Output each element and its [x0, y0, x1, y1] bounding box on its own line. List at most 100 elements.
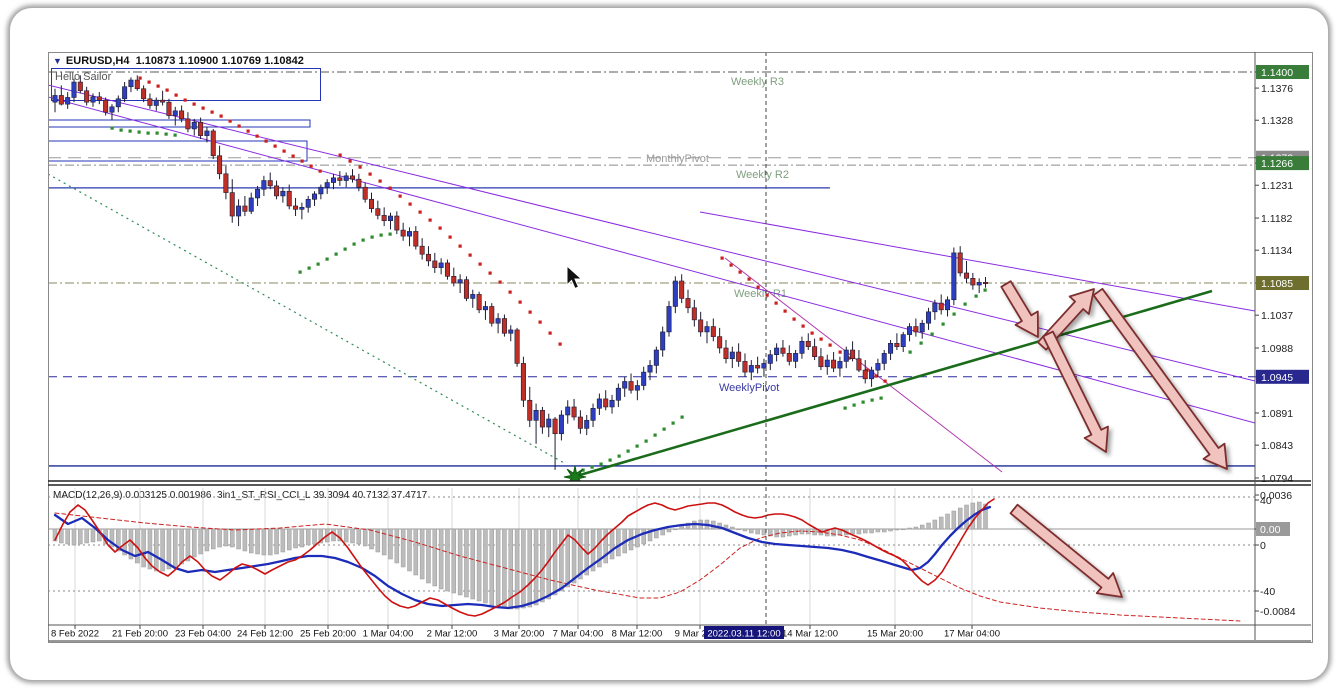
candle-body: [432, 260, 438, 268]
macd-histogram-bar: [426, 528, 431, 584]
candle-body: [77, 81, 83, 92]
macd-histogram-bar: [533, 528, 539, 606]
candle-body: [831, 359, 837, 369]
date-axis-label[interactable]: 7 Mar 04:00: [553, 629, 604, 640]
trendline-0[interactable]: [48, 84, 1255, 382]
date-axis-label[interactable]: 24 Feb 12:00: [237, 629, 293, 640]
candle-body: [425, 253, 431, 262]
macd-histogram-bar: [185, 528, 191, 562]
candle-body: [793, 353, 799, 362]
macd-histogram-bar: [78, 528, 83, 545]
annotation-arrow-0[interactable]: [1000, 280, 1039, 338]
annotation-arrow-2[interactable]: [1042, 330, 1109, 453]
trendline-5[interactable]: [48, 173, 567, 465]
price-zone-rect-0[interactable]: [48, 119, 311, 128]
sar-dot-red: [747, 277, 751, 281]
candle-body: [350, 175, 356, 180]
macd-histogram-bar: [362, 528, 368, 547]
sar-dot-green: [626, 449, 630, 453]
macd-histogram-bar: [761, 528, 767, 536]
date-axis-label[interactable]: 8 Feb 2022: [51, 629, 99, 640]
annotation-arrow-4[interactable]: [1009, 503, 1123, 598]
macd-histogram-bar: [179, 528, 184, 565]
candle-body: [894, 343, 900, 347]
macd-histogram-bar: [457, 528, 463, 596]
candle-body: [248, 197, 254, 212]
candle-body: [552, 418, 558, 435]
macd-histogram-bar: [343, 528, 349, 543]
date-axis-label[interactable]: 15 Mar 20:00: [867, 629, 923, 640]
macd-histogram-bar: [211, 528, 216, 550]
sar-dot-red: [810, 331, 814, 335]
date-axis-label[interactable]: 3 Mar 20:00: [494, 629, 545, 640]
candle-body: [957, 252, 963, 274]
date-axis-label[interactable]: 25 Feb 20:00: [300, 629, 356, 640]
macd-histogram-bar: [736, 528, 741, 531]
macd-histogram-bar: [470, 528, 476, 600]
candle-body: [501, 318, 507, 334]
annotation-arrow-3[interactable]: [1092, 287, 1228, 470]
macd-histogram-bar: [869, 528, 874, 534]
star-marker[interactable]: [563, 465, 587, 488]
candle-body: [312, 193, 318, 200]
macd-histogram-bar: [597, 528, 602, 568]
date-axis-label[interactable]: 17 Mar 04:00: [944, 629, 1000, 640]
macd-histogram-bar: [983, 503, 988, 530]
price-zone-rect-1[interactable]: [48, 140, 308, 162]
macd-histogram-bar: [850, 528, 855, 535]
macd-histogram-bar: [242, 528, 248, 552]
trendline-3[interactable]: [724, 257, 1003, 473]
candle-body: [704, 326, 710, 333]
indicator-plot-area[interactable]: [48, 487, 1255, 624]
candle-body: [476, 294, 482, 311]
date-axis-label[interactable]: 21 Feb 20:00: [112, 629, 168, 640]
dropdown-icon[interactable]: ▼: [53, 56, 62, 66]
sar-dot-red: [448, 235, 452, 239]
macd-histogram-bar: [223, 528, 229, 547]
date-axis-label[interactable]: 23 Feb 04:00: [175, 629, 231, 640]
price-marker-box: [1256, 276, 1309, 291]
price-axis-label: 1.1231: [1261, 180, 1293, 192]
candle-body: [451, 276, 457, 284]
trendline-1[interactable]: [48, 96, 1255, 424]
sar-dot-red: [468, 253, 472, 257]
macd-histogram-bar: [875, 528, 881, 533]
trendline-4[interactable]: [572, 289, 1213, 479]
macd-histogram-bar: [527, 528, 532, 608]
sar-dot-red: [264, 139, 268, 143]
candle-body: [96, 96, 102, 101]
macd-histogram-bar: [419, 528, 425, 580]
date-axis-label[interactable]: 9 Mar 20:00: [675, 629, 726, 640]
candle-body: [293, 205, 299, 210]
candle-body: [356, 178, 362, 188]
macd-histogram-bar: [862, 528, 868, 534]
macd-histogram-bar: [407, 528, 412, 572]
candle-body: [71, 81, 77, 98]
sar-dot-green: [581, 468, 585, 472]
candle-body: [926, 311, 932, 324]
candle-body: [406, 231, 412, 237]
sar-dot-red: [174, 93, 178, 97]
candle-body: [381, 215, 387, 222]
date-axis-label[interactable]: 8 Mar 12:00: [612, 629, 663, 640]
candle-body: [622, 381, 628, 389]
date-axis-label[interactable]: 14 Mar 12:00: [782, 629, 838, 640]
candle-body: [565, 406, 571, 416]
trendline-2[interactable]: [699, 211, 1255, 312]
candle-body: [634, 385, 640, 391]
candle-body: [103, 99, 109, 113]
main-plot-area[interactable]: [48, 52, 1255, 488]
candle-body: [65, 97, 71, 105]
candle-body: [698, 319, 704, 333]
macd-histogram-bar: [255, 528, 260, 555]
macd-histogram-bar: [192, 528, 197, 558]
candle-body: [577, 416, 583, 429]
candle-body: [799, 340, 805, 354]
sar-dot-red: [720, 256, 724, 260]
date-axis-label[interactable]: 2 Mar 12:00: [427, 629, 478, 640]
macd-histogram-bar: [109, 528, 115, 548]
selected-date-box[interactable]: [704, 626, 784, 639]
sar-dot-red: [165, 88, 169, 92]
date-axis-label[interactable]: 1 Mar 04:00: [363, 629, 414, 640]
